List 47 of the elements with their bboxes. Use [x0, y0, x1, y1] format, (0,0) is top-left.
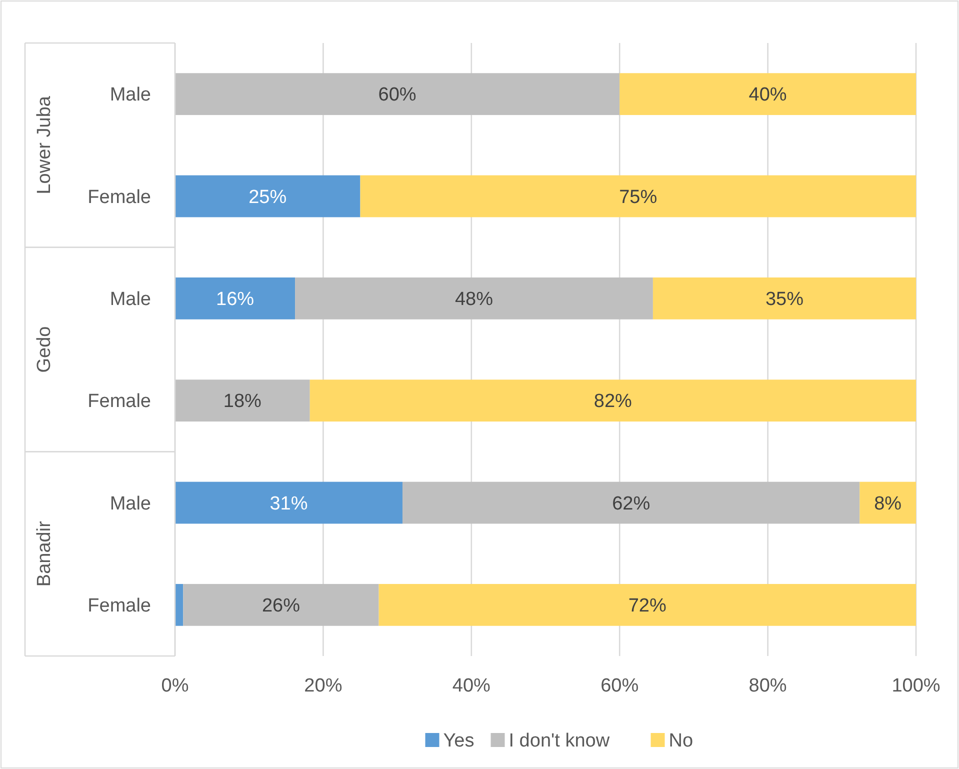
- x-tick-label: 0%: [161, 675, 189, 696]
- text: Banadir: [34, 520, 55, 587]
- bar: [402, 482, 860, 524]
- data-label: 60%: [378, 84, 416, 106]
- data-label: 35%: [765, 289, 804, 310]
- text: Gedo: [34, 326, 55, 373]
- y-tick-label: Female: [88, 391, 151, 412]
- data-label: 25%: [248, 186, 287, 208]
- data-label: 26%: [262, 596, 300, 617]
- y-tick-label: Female: [88, 186, 151, 208]
- data-label: 48%: [454, 289, 494, 310]
- legend-label: Yes: [443, 730, 474, 752]
- x-tick-label: 100%: [892, 675, 940, 696]
- bar: [310, 380, 916, 422]
- data-label: 40%: [748, 84, 787, 106]
- legend-label: No: [668, 730, 694, 752]
- data-label: 62%: [612, 493, 650, 514]
- bar: [652, 277, 916, 320]
- bar: [175, 482, 402, 524]
- bar: [378, 584, 916, 626]
- bar: [175, 73, 620, 116]
- y-tick-label: Male: [110, 84, 151, 106]
- bar: [175, 584, 184, 626]
- y-tick-label: Male: [110, 493, 151, 514]
- x-tick-label: 40%: [452, 675, 491, 696]
- data-label: 16%: [216, 289, 254, 310]
- text: Lower Juba: [34, 96, 55, 194]
- bar: [360, 175, 916, 218]
- data-label: 82%: [594, 391, 632, 412]
- x-tick-label: 60%: [600, 675, 639, 696]
- bar: [183, 584, 379, 626]
- bar: [620, 73, 916, 116]
- bar: [175, 175, 360, 218]
- data-label: 75%: [619, 186, 658, 208]
- x-tick-label: 20%: [304, 675, 342, 696]
- data-label: 72%: [628, 596, 667, 617]
- bar: [175, 380, 310, 422]
- data-label: 31%: [270, 493, 308, 514]
- data-label: 18%: [223, 391, 262, 412]
- x-tick-label: 80%: [748, 675, 787, 696]
- data-label: 8%: [874, 493, 902, 514]
- bar: [295, 277, 653, 320]
- bar: [860, 482, 916, 524]
- y-tick-label: Female: [88, 596, 151, 617]
- legend-label: I don't know: [508, 730, 610, 752]
- bar: [175, 277, 296, 320]
- y-tick-label: Male: [110, 289, 151, 310]
